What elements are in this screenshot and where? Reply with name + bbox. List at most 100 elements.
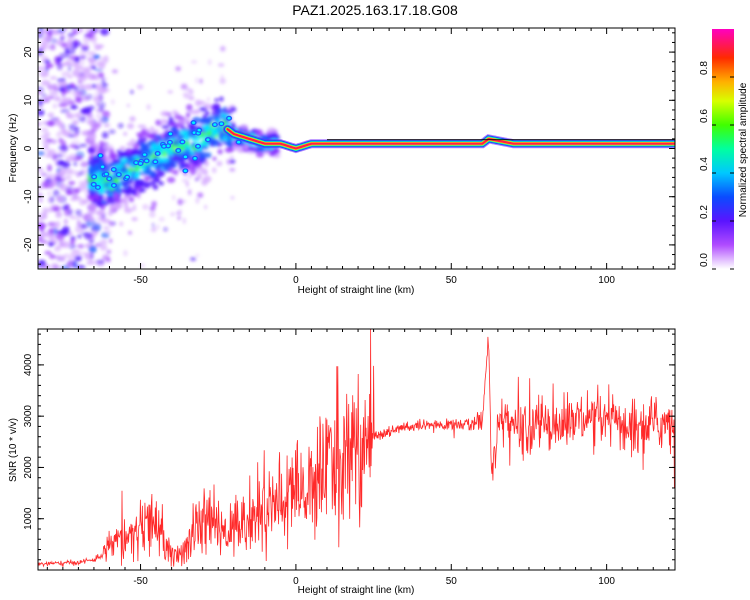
spectrogram-speckle [149, 180, 157, 187]
spectrogram-speckle [65, 189, 73, 196]
spectrogram-speckle [165, 134, 171, 142]
y-tick-label: 4000 [23, 353, 34, 376]
ridge-blob-core [117, 173, 121, 176]
spectrogram-speckle [120, 151, 126, 159]
spectrogram-speckle [89, 58, 95, 66]
ridge-core [226, 128, 675, 150]
spectrogram-speckle [60, 77, 66, 82]
spectrogram-speckle [149, 211, 156, 218]
ridge-blob-core [168, 132, 173, 136]
spectrogram-speckle [267, 127, 276, 134]
snr-y-label: SNR (10 * v/v) [8, 418, 19, 482]
spectrogram-speckle [63, 167, 73, 175]
spectrogram-speckle [75, 209, 82, 217]
spectrogram-speckle [175, 66, 182, 72]
spectrogram-speckle [65, 48, 76, 55]
spectrogram-speckle [82, 36, 90, 44]
spectrogram-speckle [171, 194, 176, 201]
spectrogram-speckle [89, 135, 95, 143]
spectrogram-speckle [229, 155, 234, 160]
spectrogram-speckle [199, 78, 203, 84]
ridge-blob-core [193, 157, 197, 160]
spectrogram-speckle [227, 138, 233, 145]
spectrogram-speckle [43, 35, 53, 42]
spectrogram-speckle [169, 127, 178, 133]
ridge-blob-core [227, 116, 231, 120]
spectrogram-speckle [55, 245, 63, 250]
spectrogram-speckle [78, 55, 87, 59]
spectrogram-speckle [91, 122, 101, 129]
spectrogram-speckle [201, 124, 209, 130]
spectrogram-speckle [195, 253, 200, 258]
spectrogram-speckle [248, 146, 256, 152]
spectrogram-speckle [126, 123, 135, 130]
spectrogram-speckle [53, 87, 59, 92]
colorbar-tick-label: 0.2 [699, 205, 710, 219]
ridge-blob-core [112, 184, 116, 187]
spectrogram-speckle [46, 138, 53, 143]
spectrogram-speckle [195, 197, 200, 204]
spectrogram-speckle [95, 164, 100, 172]
spectrogram-speckle [74, 112, 81, 119]
spectrogram-speckle [78, 143, 88, 148]
spectrogram-speckle [78, 115, 87, 123]
spectrogram-speckle [103, 202, 109, 207]
spectrogram-speckle [72, 90, 80, 99]
ridge-blob-core [138, 162, 143, 165]
spectrogram-speckle [55, 195, 64, 202]
spectrogram-speckle [70, 250, 81, 257]
spectrogram-speckle [210, 139, 219, 147]
spectrogram-speckle [129, 116, 136, 122]
spectrogram-speckle [180, 83, 188, 90]
ridge-blob-core [98, 154, 103, 157]
spectrogram-speckle [103, 226, 110, 231]
spectrogram-speckle [99, 244, 108, 251]
spectrogram-speckle [38, 109, 45, 116]
spectrogram-speckle [211, 167, 217, 174]
spectrogram-speckle [110, 99, 115, 105]
spectrogram-speckle [70, 140, 81, 146]
spectrogram-speckle [270, 133, 280, 139]
spectrogram-speckle [129, 179, 134, 185]
spectrogram-speckle [230, 106, 237, 113]
spectrogram-speckle [196, 173, 203, 180]
spectrogram-speckle [72, 69, 81, 77]
spectrogram-speckle [170, 212, 175, 217]
speckle-field [38, 28, 281, 269]
spectrogram-speckle [38, 90, 43, 96]
spectrogram-speckle [76, 96, 83, 104]
spectrogram-speckle [66, 260, 77, 269]
spectrogram-speckle [185, 112, 191, 118]
spectrogram-speckle [59, 36, 65, 41]
spectrogram-speckle [77, 234, 82, 239]
spectrogram-speckle [87, 209, 95, 216]
spectrogram-speckle [109, 221, 115, 227]
spectrogram-speckle [152, 184, 159, 191]
ridge-blob-core [168, 141, 172, 144]
spectrogram-speckle [183, 133, 189, 140]
spectrogram-speckle [119, 221, 124, 227]
spectrogram-speckle [113, 192, 119, 199]
spectrogram-speckle [214, 98, 219, 102]
spectrogram-speckle [194, 99, 202, 107]
spectrogram-speckle [42, 99, 51, 103]
spectrogram-speckle [96, 82, 102, 89]
ridge-blob-core [213, 123, 217, 126]
spectrogram-speckle [126, 148, 133, 153]
spectrogram-speckle [137, 124, 147, 129]
spectrogram-speckle [111, 69, 119, 74]
spectrogram-speckle [140, 143, 149, 152]
spectrogram-frame [37, 27, 676, 270]
spectrogram-speckle [188, 88, 194, 96]
spectrogram-speckle [171, 135, 176, 140]
spectrogram-speckle [94, 242, 103, 247]
spectrogram-speckle [230, 159, 236, 164]
spectrogram-speckle [202, 175, 212, 183]
colorbar: 0.0 0.2 0.4 0.6 0.8 Normalized spectral ampl… [699, 29, 749, 270]
spectrogram-speckle [99, 158, 104, 163]
spectrogram-speckle [69, 197, 79, 202]
spectrogram-speckle [161, 124, 170, 129]
y-tick-label: -10 [23, 189, 34, 204]
spectrogram-speckle [64, 175, 72, 180]
